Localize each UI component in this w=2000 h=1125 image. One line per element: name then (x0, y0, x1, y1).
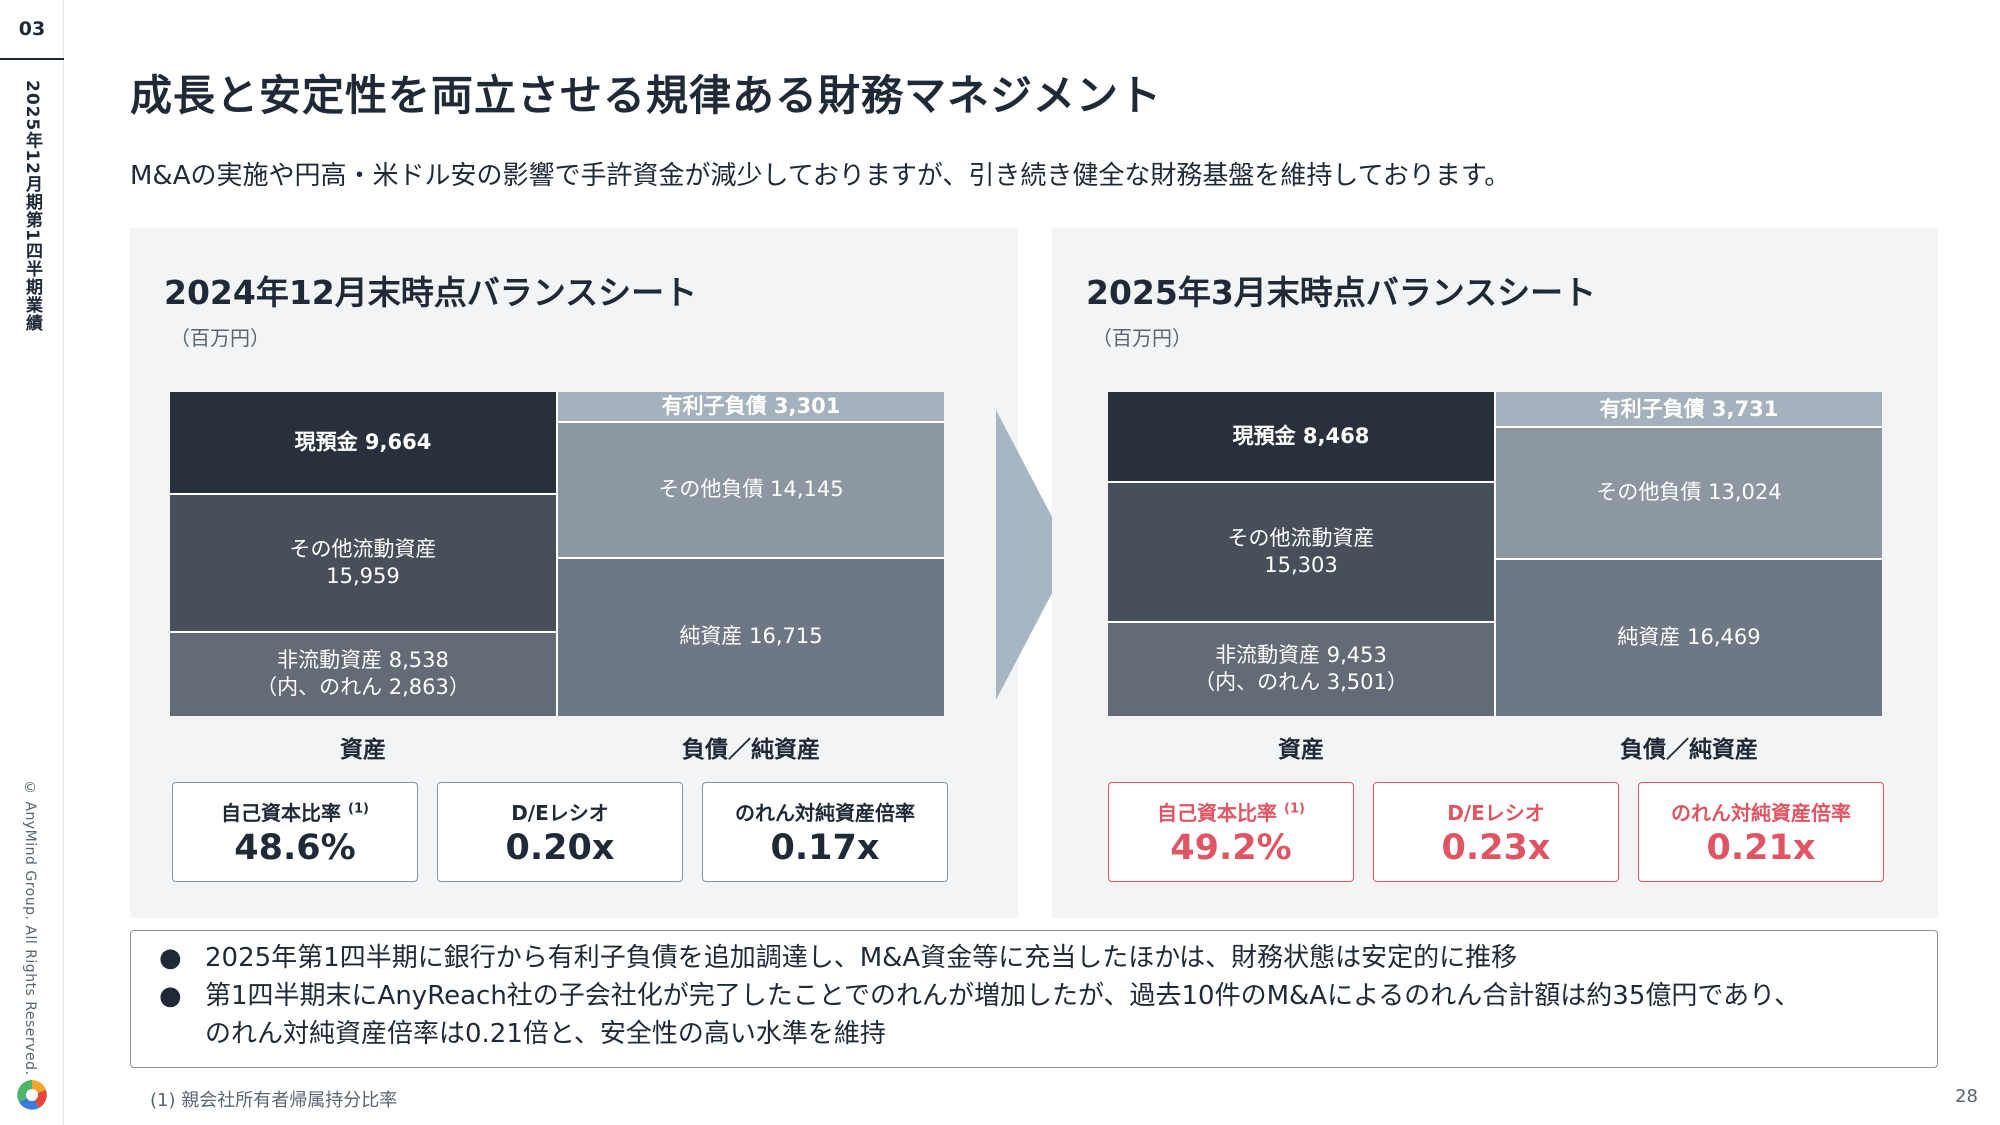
page-title: 成長と安定性を両立させる規律ある財務マネジメント (130, 71, 1163, 120)
kpi-value: 0.21x (1706, 827, 1816, 868)
other-liabilities-label: その他負債 13,024 (1596, 480, 1782, 505)
note-item: ● 2025年第1四半期に銀行から有利子負債を追加調達し、M&A資金等に充当した… (159, 939, 1937, 977)
bullet-icon: ● (159, 981, 182, 1011)
page-number: 28 (1955, 1086, 1978, 1107)
note-text-continued: のれん対純資産倍率は0.21倍と、安全性の高い水準を維持 (205, 1019, 886, 1049)
assets-axis-label: 資産 (340, 737, 386, 763)
kpi-value: 48.6% (234, 827, 356, 868)
equity-ratio-card: 自己資本比率 (1) 49.2% (1108, 782, 1354, 882)
note-text: 第1四半期末にAnyReach社の子会社化が完了したことでのれんが増加したが、過… (205, 981, 1801, 1011)
kpi-label: のれん対純資産倍率 (1671, 800, 1851, 825)
liabilities-axis-label: 負債／純資産 (682, 737, 820, 763)
panel-title: 2025年3月末時点バランスシート (1086, 273, 1597, 312)
summary-notes-box: ● 2025年第1四半期に銀行から有利子負債を追加調達し、M&A資金等に充当した… (130, 930, 1938, 1068)
anymind-logo-icon (17, 1080, 47, 1110)
balance-sheet-panel-2024: 2024年12月末時点バランスシート （百万円） 現預金 9,664 その他流動… (130, 228, 1018, 918)
kpi-value: 0.17x (770, 827, 880, 868)
interest-bearing-debt-label: 有利子負債 3,301 (661, 394, 841, 419)
column-divider (1494, 392, 1496, 716)
footnote: (1) 親会社所有者帰属持分比率 (150, 1090, 398, 1111)
other-current-assets-block: その他流動資産 15,303 (1108, 482, 1494, 622)
goodwill-label: （内、のれん 2,863） (256, 675, 470, 699)
unit-label: （百万円） (1092, 326, 1192, 350)
net-assets-block: 純資産 16,715 (558, 558, 944, 716)
kpi-label: D/Eレシオ (1447, 800, 1545, 825)
unit-label: （百万円） (170, 326, 270, 350)
kpi-label: 自己資本比率 (1157, 800, 1278, 825)
column-divider (556, 392, 558, 716)
net-assets-label: 純資産 16,469 (1617, 624, 1761, 649)
row-divider (170, 631, 556, 633)
kpi-value: 49.2% (1170, 827, 1292, 868)
footnote-ref: (1) (348, 800, 369, 816)
de-ratio-card: D/Eレシオ 0.20x (437, 782, 683, 882)
page-subtitle: M&Aの実施や円高・米ドル安の影響で手許資金が減少しておりますが、引き続き健全な… (130, 161, 1511, 191)
note-item: ● 第1四半期末にAnyReach社の子会社化が完了したことでのれんが増加したが… (159, 977, 1937, 1053)
non-current-assets-label: 非流動資産 8,538 (277, 647, 449, 672)
goodwill-ratio-card: のれん対純資産倍率 0.17x (702, 782, 948, 882)
note-text: 2025年第1四半期に銀行から有利子負債を追加調達し、M&A資金等に充当したほか… (205, 943, 1518, 973)
non-current-assets-label: 非流動資産 9,453 (1215, 642, 1387, 667)
cash-label: 現預金 9,664 (294, 430, 432, 455)
other-liabilities-block: その他負債 13,024 (1496, 427, 1882, 559)
row-divider (1108, 621, 1494, 623)
transition-arrow-icon (996, 410, 1072, 700)
kpi-value: 0.23x (1441, 827, 1551, 868)
other-current-assets-label: その他流動資産 (1227, 525, 1375, 550)
cash-block: 現預金 9,664 (170, 392, 556, 494)
balance-sheet-chart: 現預金 9,664 その他流動資産 15,959 非流動資産 8,538 （内、… (170, 392, 944, 716)
other-current-assets-value: 15,959 (326, 564, 400, 588)
other-liabilities-label: その他負債 14,145 (658, 477, 844, 502)
section-number: 03 (0, 0, 64, 60)
equity-ratio-card: 自己資本比率 (1) 48.6% (172, 782, 418, 882)
net-assets-label: 純資産 16,715 (679, 624, 823, 649)
interest-bearing-debt-block: 有利子負債 3,301 (558, 392, 944, 422)
non-current-assets-block: 非流動資産 9,453 （内、のれん 3,501） (1108, 622, 1494, 716)
row-divider (1108, 481, 1494, 483)
row-divider (170, 493, 556, 495)
non-current-assets-block: 非流動資産 8,538 （内、のれん 2,863） (170, 632, 556, 716)
row-divider (558, 557, 944, 559)
footnote-ref: (1) (1284, 800, 1305, 816)
side-rail: 03 2025年12月期第1四半期業績 © AnyMind Group. All… (0, 0, 64, 1125)
other-liabilities-block: その他負債 14,145 (558, 422, 944, 558)
balance-sheet-chart: 現預金 8,468 その他流動資産 15,303 非流動資産 9,453 （内、… (1108, 392, 1882, 716)
goodwill-label: （内、のれん 3,501） (1194, 670, 1408, 694)
other-current-assets-block: その他流動資産 15,959 (170, 494, 556, 632)
kpi-label: 自己資本比率 (221, 800, 342, 825)
kpi-label: のれん対純資産倍率 (735, 800, 915, 825)
cash-label: 現預金 8,468 (1232, 424, 1370, 449)
net-assets-block: 純資産 16,469 (1496, 559, 1882, 716)
de-ratio-card: D/Eレシオ 0.23x (1373, 782, 1619, 882)
copyright-text: © AnyMind Group. All Rights Reserved. (22, 780, 38, 1076)
panel-title: 2024年12月末時点バランスシート (164, 273, 698, 312)
row-divider (1496, 558, 1882, 560)
balance-sheet-panel-2025: 2025年3月末時点バランスシート （百万円） 現預金 8,468 その他流動資… (1052, 228, 1938, 918)
bullet-icon: ● (159, 943, 182, 973)
assets-axis-label: 資産 (1278, 737, 1324, 763)
rail-report-title: 2025年12月期第1四半期業績 (22, 80, 42, 332)
cash-block: 現預金 8,468 (1108, 392, 1494, 482)
interest-bearing-debt-label: 有利子負債 3,731 (1599, 396, 1779, 421)
goodwill-ratio-card: のれん対純資産倍率 0.21x (1638, 782, 1884, 882)
other-current-assets-value: 15,303 (1264, 553, 1338, 577)
row-divider (558, 421, 944, 423)
row-divider (1496, 426, 1882, 428)
kpi-label: D/Eレシオ (511, 800, 609, 825)
liabilities-axis-label: 負債／純資産 (1620, 737, 1758, 763)
interest-bearing-debt-block: 有利子負債 3,731 (1496, 392, 1882, 427)
other-current-assets-label: その他流動資産 (289, 536, 437, 561)
kpi-value: 0.20x (505, 827, 615, 868)
